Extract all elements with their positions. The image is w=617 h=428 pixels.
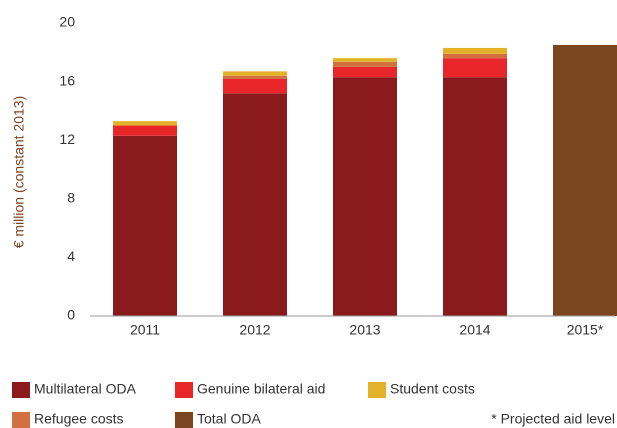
- x-tick-label: 2013: [349, 322, 380, 338]
- bar-segment: [443, 58, 507, 78]
- y-tick-label: 20: [59, 14, 75, 30]
- bar-segment: [113, 125, 177, 136]
- bar-segment: [333, 66, 397, 78]
- y-axis-label: € million (constant 2013): [11, 96, 27, 249]
- legend-label: Multilateral ODA: [34, 381, 137, 397]
- legend-swatch: [175, 412, 193, 428]
- bar-segment: [443, 53, 507, 59]
- legend-swatch: [368, 382, 386, 398]
- bar-segment: [223, 71, 287, 76]
- y-tick-label: 16: [59, 72, 75, 88]
- bar-segment: [333, 58, 397, 62]
- bar-segment: [333, 61, 397, 67]
- y-tick-label: 0: [67, 307, 75, 323]
- bar-segment: [223, 78, 287, 94]
- x-tick-label: 2012: [239, 322, 270, 338]
- y-tick-label: 12: [59, 131, 75, 147]
- legend-label: Genuine bilateral aid: [197, 381, 325, 397]
- legend-label: Refugee costs: [34, 411, 124, 427]
- bar-segment: [333, 77, 397, 316]
- legend-swatch: [175, 382, 193, 398]
- bar-segment: [113, 121, 177, 126]
- x-tick-label: 2011: [130, 322, 160, 338]
- y-tick-label: 8: [67, 190, 75, 206]
- bar-segment: [113, 135, 177, 316]
- legend-swatch: [12, 382, 30, 398]
- x-tick-label: 2015*: [567, 322, 604, 338]
- y-tick-label: 4: [67, 248, 75, 264]
- bar-segment: [553, 44, 617, 316]
- legend-label: Total ODA: [197, 411, 261, 427]
- annotation: * Projected aid level: [491, 411, 615, 427]
- legend-swatch: [12, 412, 30, 428]
- x-tick-label: 2014: [459, 322, 490, 338]
- bar-segment: [443, 77, 507, 316]
- bar-segment: [223, 75, 287, 79]
- legend-label: Student costs: [390, 381, 475, 397]
- bar-segment: [223, 93, 287, 316]
- bar-segment: [443, 47, 507, 54]
